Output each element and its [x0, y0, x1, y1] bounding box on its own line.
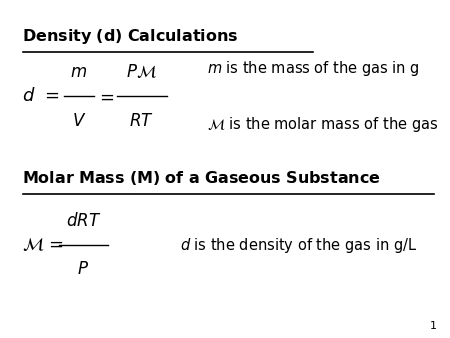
Text: 1: 1	[429, 321, 436, 331]
Text: $d$ is the density of the gas in g/L: $d$ is the density of the gas in g/L	[180, 236, 417, 255]
Text: $\mathbf{Molar\ Mass\ (}$$\mathcal{\mathbf{M}}$$\mathbf{)\ of\ a\ Gaseous\ Subst: $\mathbf{Molar\ Mass\ (}$$\mathcal{\math…	[22, 169, 381, 187]
Text: $\mathcal{M}$ =: $\mathcal{M}$ =	[22, 236, 64, 254]
Text: $m$: $m$	[70, 63, 87, 81]
Text: $\mathcal{M}$ is the molar mass of the gas: $\mathcal{M}$ is the molar mass of the g…	[207, 115, 438, 134]
Text: $P\mathcal{M}$: $P\mathcal{M}$	[126, 63, 157, 81]
Text: $V$: $V$	[72, 112, 86, 130]
Text: $P$: $P$	[77, 260, 89, 279]
Text: $d$  =: $d$ =	[22, 87, 60, 105]
Text: $dRT$: $dRT$	[66, 212, 101, 230]
Text: $RT$: $RT$	[129, 112, 154, 130]
Text: $m$ is the mass of the gas in g: $m$ is the mass of the gas in g	[207, 59, 420, 78]
Text: $\mathbf{Density\ (}$$\mathit{\mathbf{d}}$$\mathbf{)\ Calculations}$: $\mathbf{Density\ (}$$\mathit{\mathbf{d}…	[22, 27, 239, 46]
Text: $=$: $=$	[96, 87, 115, 105]
